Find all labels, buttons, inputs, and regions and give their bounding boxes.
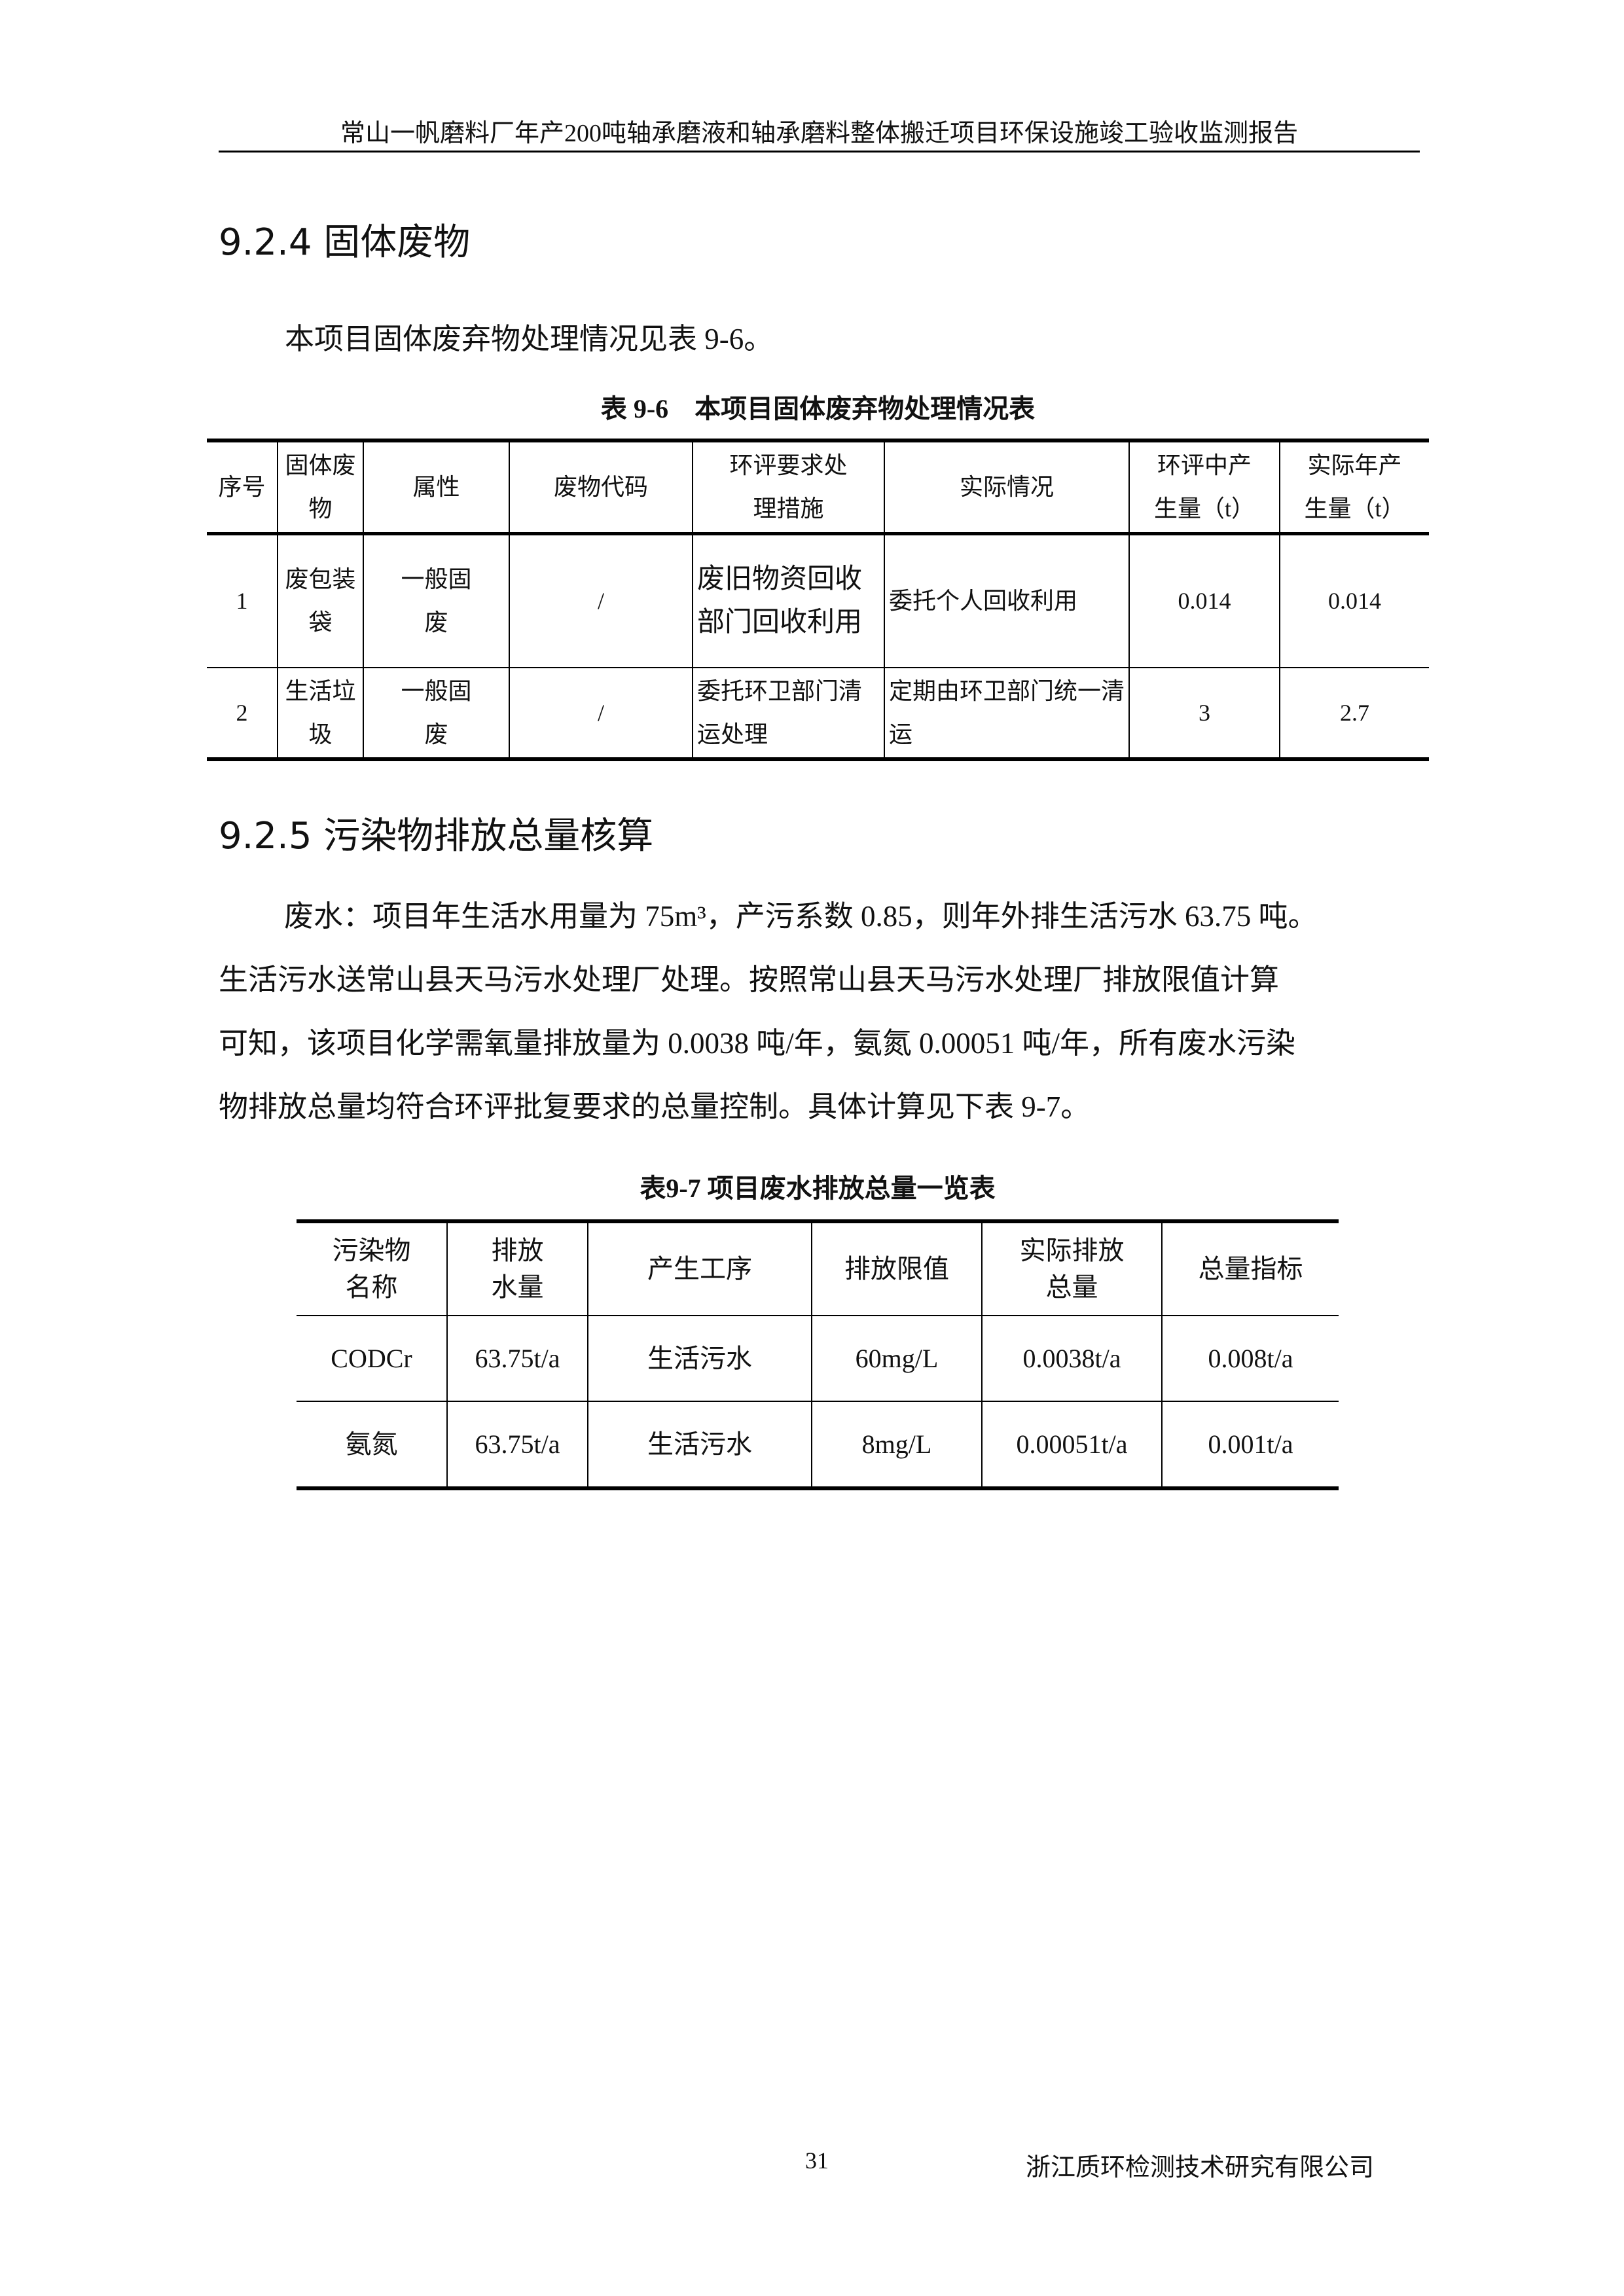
- header-cell: 实际情况: [884, 439, 1130, 535]
- section-heading-solid-waste: 9.2.4 固体废物: [219, 221, 471, 264]
- para-line: 可知，该项目化学需氧量排放量为 0.0038 吨/年，氨氮 0.00051 吨/…: [219, 1027, 1296, 1060]
- cell: 生活污水: [587, 1401, 812, 1490]
- intro-paragraph: 本项目固体废弃物处理情况见表 9-6。: [285, 323, 774, 355]
- cell: CODCr: [297, 1315, 448, 1402]
- cell: 0.0038t/a: [981, 1315, 1163, 1402]
- cell: 0.00051t/a: [981, 1401, 1163, 1490]
- table-9-6-caption: 表 9-6 本项目固体废弃物处理情况表: [600, 394, 1036, 423]
- cell: /: [509, 667, 693, 761]
- para-line: 物排放总量均符合环评批复要求的总量控制。具体计算见下表 9-7。: [219, 1090, 1091, 1123]
- running-header: 常山一帆磨料厂年产200吨轴承磨液和轴承磨料整体搬迁项目环保设施竣工验收监测报告: [340, 120, 1298, 147]
- cell: 60mg/L: [811, 1315, 983, 1402]
- solid-waste-table: 序号 固体废物 属性 废物代码 环评要求处理措施 实际情况 环评中产生量（t） …: [207, 439, 1429, 761]
- section-heading-pollutant-total: 9.2.5 污染物排放总量核算: [219, 815, 654, 857]
- header-cell: 废物代码: [509, 439, 693, 535]
- cell: 63.75t/a: [446, 1315, 588, 1402]
- wastewater-paragraph: 废水：项目年生活水用量为 75m³，产污系数 0.85，则年外排生活污水 63.…: [219, 885, 1430, 1139]
- header-cell: 环评中产生量（t）: [1128, 439, 1280, 535]
- cell: 定期由环卫部门统一清运: [884, 667, 1130, 761]
- header-cell: 实际排放总量: [981, 1219, 1163, 1316]
- header-cell: 污染物名称: [297, 1219, 448, 1316]
- para-line: 生活污水送常山县天马污水处理厂处理。按照常山县天马污水处理厂排放限值计算: [219, 963, 1280, 996]
- cell: 生活垃圾: [277, 667, 364, 761]
- para-line: 废水：项目年生活水用量为 75m³，产污系数 0.85，则年外排生活污水 63.…: [284, 900, 1318, 933]
- cell: 0.014: [1128, 533, 1280, 668]
- cell: 63.75t/a: [446, 1401, 588, 1490]
- cell: 委托环卫部门清运处理: [692, 667, 885, 761]
- header-cell: 排放水量: [446, 1219, 588, 1316]
- page-number: 31: [805, 2147, 829, 2174]
- table-row: 1 废包装袋 一般固废 / 废旧物资回收部门回收利用 委托个人回收利用 0.01…: [207, 533, 1429, 668]
- table-header-row: 污染物名称 排放水量 产生工序 排放限值 实际排放总量 总量指标: [297, 1219, 1339, 1316]
- table-row: 2 生活垃圾 一般固废 / 委托环卫部门清运处理 定期由环卫部门统一清运 3 2…: [207, 667, 1429, 761]
- table-header-row: 序号 固体废物 属性 废物代码 环评要求处理措施 实际情况 环评中产生量（t） …: [207, 439, 1429, 535]
- table-row: CODCr 63.75t/a 生活污水 60mg/L 0.0038t/a 0.0…: [297, 1315, 1339, 1402]
- header-cell: 总量指标: [1161, 1219, 1339, 1316]
- header-cell: 环评要求处理措施: [692, 439, 885, 535]
- cell: 8mg/L: [811, 1401, 983, 1490]
- cell: 0.008t/a: [1161, 1315, 1339, 1402]
- header-cell: 序号: [207, 439, 278, 535]
- header-cell: 排放限值: [811, 1219, 983, 1316]
- cell: 废包装袋: [277, 533, 364, 668]
- table-row: 氨氮 63.75t/a 生活污水 8mg/L 0.00051t/a 0.001t…: [297, 1401, 1339, 1490]
- header-rule: [219, 151, 1420, 152]
- table-9-7-caption: 表9-7 项目废水排放总量一览表: [640, 1174, 996, 1203]
- cell: 氨氮: [297, 1401, 448, 1490]
- wastewater-total-table: 污染物名称 排放水量 产生工序 排放限值 实际排放总量 总量指标 CODCr 6…: [297, 1219, 1339, 1490]
- cell: 3: [1128, 667, 1280, 761]
- cell: 废旧物资回收部门回收利用: [692, 533, 885, 668]
- header-cell: 属性: [363, 439, 510, 535]
- cell: 1: [207, 533, 278, 668]
- header-cell: 产生工序: [587, 1219, 812, 1316]
- cell: 一般固废: [363, 533, 510, 668]
- cell: 委托个人回收利用: [884, 533, 1130, 668]
- header-cell: 实际年产生量（t）: [1279, 439, 1429, 535]
- cell: 一般固废: [363, 667, 510, 761]
- cell: 0.001t/a: [1161, 1401, 1339, 1490]
- cell: 0.014: [1279, 533, 1429, 668]
- cell: 2.7: [1279, 667, 1429, 761]
- header-cell: 固体废物: [277, 439, 364, 535]
- cell: 生活污水: [587, 1315, 812, 1402]
- cell: /: [509, 533, 693, 668]
- cell: 2: [207, 667, 278, 761]
- footer-company: 浙江质环检测技术研究有限公司: [1026, 2154, 1375, 2181]
